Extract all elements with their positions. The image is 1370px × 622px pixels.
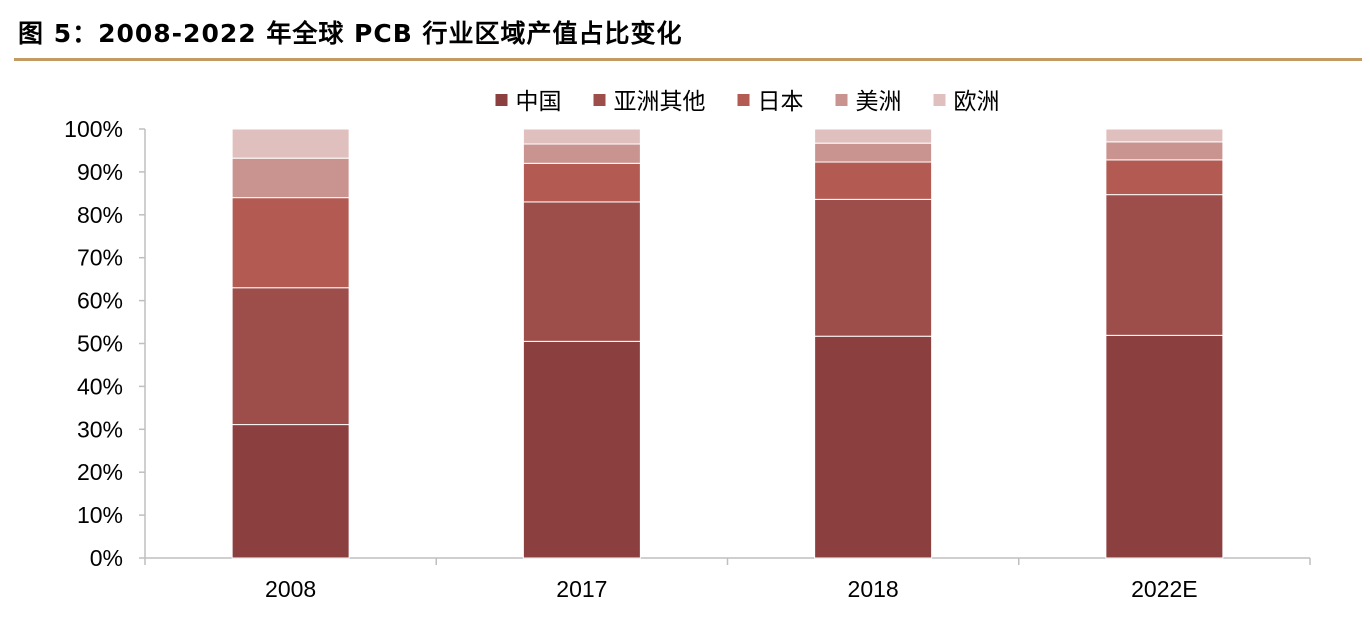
- bars: [231, 128, 1224, 559]
- chart-legend: 中国 亚洲其他 日本 美洲 欧洲: [495, 89, 1000, 115]
- bar-segment: [1105, 128, 1224, 143]
- bar-segment: [522, 143, 641, 164]
- y-tick-label: 40%: [77, 373, 123, 399]
- bar-segment: [814, 161, 933, 200]
- bar-segment: [814, 198, 933, 337]
- bar-segment: [1105, 194, 1224, 336]
- legend-label: 美洲: [856, 89, 902, 115]
- bar-segment: [522, 340, 641, 559]
- bar-segment: [814, 128, 933, 144]
- legend-swatch: [835, 94, 848, 106]
- y-tick-label: 10%: [77, 502, 123, 528]
- bar-segment: [522, 128, 641, 145]
- bar-segment: [1105, 159, 1224, 196]
- legend-swatch: [933, 94, 946, 106]
- bar-segment: [522, 201, 641, 342]
- bar-segment: [231, 157, 350, 199]
- bar-segment: [231, 287, 350, 426]
- x-tick-label: 2022E: [1131, 576, 1198, 602]
- y-tick-label: 80%: [77, 202, 123, 228]
- x-axis: 2008 2017 2018 2022E: [144, 557, 1311, 602]
- legend-swatch: [737, 94, 750, 106]
- y-tick-label: 60%: [77, 288, 123, 314]
- legend-label: 欧洲: [954, 89, 1000, 115]
- bar-segment: [231, 424, 350, 559]
- y-tick-label: 90%: [77, 159, 123, 185]
- title-rule: [14, 58, 1362, 61]
- y-tick-label: 70%: [77, 245, 123, 271]
- x-tick-label: 2008: [265, 576, 316, 602]
- bar-segment: [1105, 141, 1224, 161]
- legend-swatch: [593, 94, 606, 106]
- bar-segment: [1105, 334, 1224, 559]
- x-tick-label: 2017: [556, 576, 607, 602]
- legend-label: 亚洲其他: [614, 89, 706, 115]
- legend-swatch: [495, 94, 508, 106]
- legend-label: 中国: [516, 89, 562, 115]
- figure-title: 图 5：2008-2022 年全球 PCB 行业区域产值占比变化: [18, 19, 683, 48]
- bar-segment: [231, 128, 350, 159]
- bar-segment: [522, 162, 641, 203]
- bar-segment: [814, 335, 933, 559]
- y-tick-label: 0%: [90, 545, 123, 571]
- x-tick-label: 2018: [848, 576, 899, 602]
- y-tick-label: 20%: [77, 459, 123, 485]
- bar-segment: [231, 197, 350, 289]
- bar-segment: [814, 142, 933, 163]
- y-tick-label: 30%: [77, 416, 123, 442]
- legend-label: 日本: [758, 89, 804, 115]
- y-tick-label: 50%: [77, 331, 123, 357]
- y-axis: 0% 10% 20% 30% 40% 50% 60% 70% 80% 90% 100%: [64, 116, 146, 571]
- y-tick-label: 100%: [64, 116, 123, 142]
